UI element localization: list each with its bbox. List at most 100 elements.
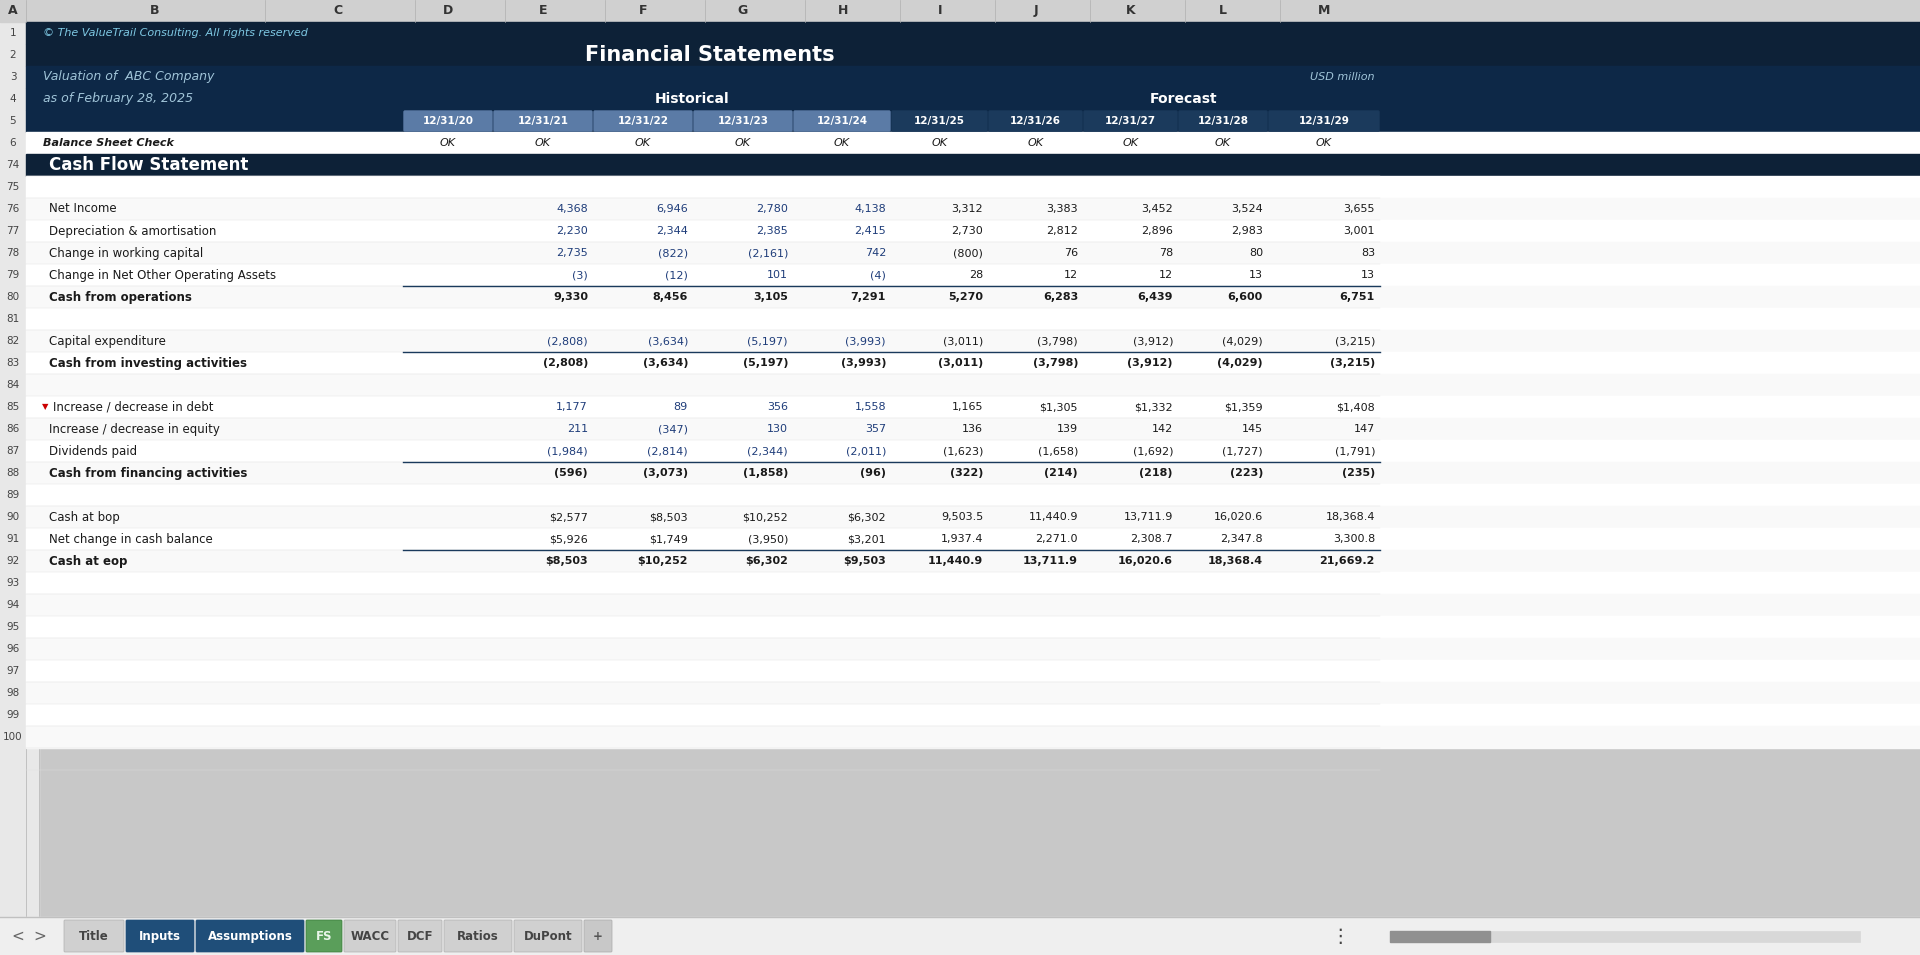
Text: 3: 3	[10, 72, 15, 82]
Text: (4,029): (4,029)	[1223, 336, 1263, 346]
Text: +: +	[593, 929, 603, 943]
Text: (1,791): (1,791)	[1334, 446, 1375, 456]
FancyBboxPatch shape	[444, 920, 513, 952]
FancyBboxPatch shape	[1179, 111, 1267, 131]
Bar	[27, 704, 1920, 726]
Text: $1,749: $1,749	[649, 534, 687, 544]
Bar	[27, 132, 1920, 154]
Bar	[27, 66, 1920, 88]
Text: 78: 78	[1160, 248, 1173, 258]
Text: 3,001: 3,001	[1344, 226, 1375, 236]
Text: Historical: Historical	[655, 92, 730, 106]
Text: 1,558: 1,558	[854, 402, 885, 412]
Text: (235): (235)	[1342, 468, 1375, 478]
Text: 145: 145	[1242, 424, 1263, 434]
FancyBboxPatch shape	[344, 920, 396, 952]
Text: (3,798): (3,798)	[1037, 336, 1077, 346]
Text: J: J	[1033, 5, 1039, 17]
Text: Ratios: Ratios	[457, 929, 499, 943]
Text: G: G	[737, 5, 749, 17]
Text: Cash Flow Statement: Cash Flow Statement	[50, 156, 248, 174]
Text: $5,926: $5,926	[549, 534, 588, 544]
Text: 12/31/25: 12/31/25	[914, 116, 966, 126]
Text: 89: 89	[674, 402, 687, 412]
Text: Inputs: Inputs	[138, 929, 180, 943]
Text: 3,452: 3,452	[1140, 204, 1173, 214]
Text: 2,271.0: 2,271.0	[1035, 534, 1077, 544]
Text: 79: 79	[6, 270, 19, 280]
Text: 6: 6	[10, 138, 15, 148]
Bar	[1390, 931, 1490, 942]
Text: Cash at bop: Cash at bop	[50, 511, 119, 523]
Text: D: D	[444, 5, 453, 17]
Bar	[27, 286, 1920, 308]
Bar	[27, 264, 1920, 286]
Bar	[27, 506, 1920, 528]
Text: C: C	[334, 5, 342, 17]
Text: 13,711.9: 13,711.9	[1023, 556, 1077, 566]
Text: 6,600: 6,600	[1227, 292, 1263, 302]
Text: (596): (596)	[555, 468, 588, 478]
Text: 1,165: 1,165	[952, 402, 983, 412]
Text: 12/31/20: 12/31/20	[422, 116, 474, 126]
Text: (822): (822)	[659, 248, 687, 258]
Text: $10,252: $10,252	[637, 556, 687, 566]
Bar	[27, 616, 1920, 638]
Text: 2,735: 2,735	[557, 248, 588, 258]
Text: (5,197): (5,197)	[743, 358, 787, 368]
Text: 12/31/29: 12/31/29	[1298, 116, 1350, 126]
Text: (1,623): (1,623)	[943, 446, 983, 456]
Text: 21,669.2: 21,669.2	[1319, 556, 1375, 566]
Text: 7,291: 7,291	[851, 292, 885, 302]
Text: (3,215): (3,215)	[1331, 358, 1375, 368]
FancyBboxPatch shape	[493, 111, 591, 131]
Text: 139: 139	[1056, 424, 1077, 434]
Bar	[27, 308, 1920, 330]
Bar	[27, 572, 1920, 594]
Bar	[0, 0, 1920, 22]
FancyBboxPatch shape	[1085, 111, 1177, 131]
Text: Cash at eop: Cash at eop	[50, 555, 127, 567]
Text: $8,503: $8,503	[649, 512, 687, 522]
Text: 12/31/27: 12/31/27	[1104, 116, 1156, 126]
Text: Depreciation & amortisation: Depreciation & amortisation	[50, 224, 217, 238]
Text: 2,308.7: 2,308.7	[1131, 534, 1173, 544]
Text: (3,011): (3,011)	[943, 336, 983, 346]
Text: 90: 90	[6, 512, 19, 522]
Text: 2,812: 2,812	[1046, 226, 1077, 236]
Text: 6,439: 6,439	[1137, 292, 1173, 302]
Text: Net change in cash balance: Net change in cash balance	[50, 533, 213, 545]
Text: 1: 1	[10, 28, 15, 38]
Text: Forecast: Forecast	[1150, 92, 1217, 106]
Text: 9,503.5: 9,503.5	[941, 512, 983, 522]
Text: OK: OK	[1315, 138, 1332, 148]
Text: Valuation of  ABC Company: Valuation of ABC Company	[42, 71, 215, 83]
Text: 1,937.4: 1,937.4	[941, 534, 983, 544]
Text: 77: 77	[6, 226, 19, 236]
Text: 89: 89	[6, 490, 19, 500]
Text: (3,950): (3,950)	[747, 534, 787, 544]
Text: 5,270: 5,270	[948, 292, 983, 302]
Text: (3,073): (3,073)	[643, 468, 687, 478]
Text: Balance Sheet Check: Balance Sheet Check	[42, 138, 175, 148]
Text: 3,655: 3,655	[1344, 204, 1375, 214]
Text: 3,383: 3,383	[1046, 204, 1077, 214]
FancyBboxPatch shape	[795, 111, 891, 131]
Text: 12/31/26: 12/31/26	[1010, 116, 1062, 126]
Text: 2,230: 2,230	[557, 226, 588, 236]
Text: (96): (96)	[860, 468, 885, 478]
Text: 81: 81	[6, 314, 19, 324]
Text: $2,577: $2,577	[549, 512, 588, 522]
Text: 28: 28	[970, 270, 983, 280]
Text: 16,020.6: 16,020.6	[1117, 556, 1173, 566]
Bar	[27, 176, 1920, 198]
Text: 16,020.6: 16,020.6	[1213, 512, 1263, 522]
Text: Title: Title	[79, 929, 109, 943]
Text: (1,727): (1,727)	[1223, 446, 1263, 456]
Bar	[27, 330, 1920, 352]
Text: Change in working capital: Change in working capital	[50, 246, 204, 260]
Text: © The ValueTrail Consulting. All rights reserved: © The ValueTrail Consulting. All rights …	[42, 28, 307, 38]
Bar	[27, 660, 1920, 682]
Text: 93: 93	[6, 578, 19, 588]
FancyBboxPatch shape	[127, 920, 194, 952]
